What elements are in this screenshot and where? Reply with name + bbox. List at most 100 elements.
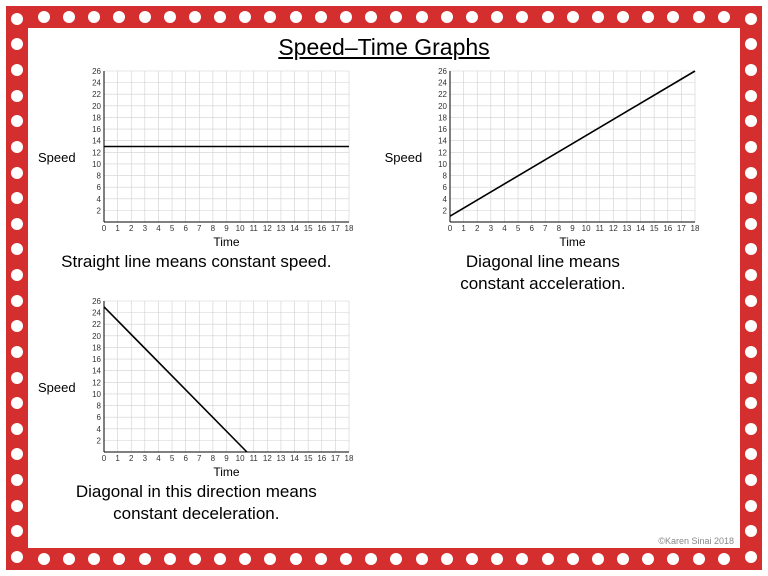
svg-text:26: 26 xyxy=(92,297,101,306)
svg-text:18: 18 xyxy=(92,343,101,352)
credit-text: ©Karen Sinai 2018 xyxy=(658,536,734,546)
svg-text:8: 8 xyxy=(96,172,101,181)
svg-text:7: 7 xyxy=(197,454,202,463)
svg-text:20: 20 xyxy=(92,102,101,111)
svg-text:18: 18 xyxy=(691,224,700,233)
svg-text:13: 13 xyxy=(276,224,285,233)
svg-text:10: 10 xyxy=(92,390,101,399)
caption-deceleration-l1: Diagonal in this direction means xyxy=(38,482,355,502)
svg-text:7: 7 xyxy=(197,224,202,233)
svg-text:22: 22 xyxy=(92,320,101,329)
svg-text:9: 9 xyxy=(570,224,575,233)
svg-text:12: 12 xyxy=(92,148,101,157)
caption-deceleration-l2: constant deceleration. xyxy=(38,504,355,524)
svg-text:1: 1 xyxy=(462,224,467,233)
svg-text:14: 14 xyxy=(438,137,447,146)
svg-text:0: 0 xyxy=(101,454,106,463)
svg-text:4: 4 xyxy=(96,195,101,204)
svg-text:16: 16 xyxy=(317,224,326,233)
svg-text:0: 0 xyxy=(101,224,106,233)
svg-text:16: 16 xyxy=(664,224,673,233)
svg-text:2: 2 xyxy=(96,436,101,445)
caption-constant-speed: Straight line means constant speed. xyxy=(38,252,355,272)
svg-text:17: 17 xyxy=(677,224,686,233)
panel-deceleration: Speed 0123456789101112131415161718246810… xyxy=(38,295,355,525)
svg-text:3: 3 xyxy=(142,454,147,463)
svg-text:10: 10 xyxy=(582,224,591,233)
svg-text:Time: Time xyxy=(560,235,587,249)
svg-text:2: 2 xyxy=(475,224,480,233)
page-title: Speed–Time Graphs xyxy=(38,34,730,61)
svg-text:4: 4 xyxy=(156,454,161,463)
svg-text:16: 16 xyxy=(317,454,326,463)
svg-text:20: 20 xyxy=(438,102,447,111)
svg-text:13: 13 xyxy=(623,224,632,233)
svg-text:15: 15 xyxy=(650,224,659,233)
svg-text:18: 18 xyxy=(344,454,353,463)
svg-text:5: 5 xyxy=(169,454,174,463)
svg-text:8: 8 xyxy=(557,224,562,233)
svg-text:4: 4 xyxy=(443,195,448,204)
svg-text:22: 22 xyxy=(438,90,447,99)
svg-text:12: 12 xyxy=(92,378,101,387)
svg-text:9: 9 xyxy=(224,454,229,463)
svg-text:24: 24 xyxy=(438,79,447,88)
svg-text:17: 17 xyxy=(331,454,340,463)
svg-text:2: 2 xyxy=(129,454,134,463)
svg-text:14: 14 xyxy=(92,137,101,146)
svg-text:6: 6 xyxy=(183,224,188,233)
svg-text:11: 11 xyxy=(596,224,605,233)
svg-text:0: 0 xyxy=(448,224,453,233)
svg-text:13: 13 xyxy=(276,454,285,463)
svg-text:10: 10 xyxy=(92,160,101,169)
svg-text:4: 4 xyxy=(96,425,101,434)
svg-text:26: 26 xyxy=(438,67,447,76)
svg-text:6: 6 xyxy=(443,183,448,192)
svg-text:6: 6 xyxy=(530,224,535,233)
svg-text:18: 18 xyxy=(438,113,447,122)
svg-text:15: 15 xyxy=(303,224,312,233)
svg-text:Time: Time xyxy=(213,235,240,249)
svg-text:6: 6 xyxy=(96,183,101,192)
y-axis-label: Speed xyxy=(38,380,76,395)
panel-constant-speed: Speed 0123456789101112131415161718246810… xyxy=(38,65,355,295)
panel-acceleration: Speed 0123456789101112131415161718246810… xyxy=(385,65,702,295)
chart-constant-speed: 0123456789101112131415161718246810121416… xyxy=(80,65,355,250)
svg-text:17: 17 xyxy=(331,224,340,233)
svg-text:3: 3 xyxy=(489,224,494,233)
y-axis-label: Speed xyxy=(38,150,76,165)
svg-text:11: 11 xyxy=(249,224,258,233)
svg-text:12: 12 xyxy=(609,224,618,233)
svg-text:7: 7 xyxy=(543,224,548,233)
svg-text:24: 24 xyxy=(92,79,101,88)
svg-text:9: 9 xyxy=(224,224,229,233)
caption-acceleration-l1: Diagonal line means xyxy=(385,252,702,272)
svg-text:14: 14 xyxy=(290,224,299,233)
svg-text:5: 5 xyxy=(169,224,174,233)
svg-text:4: 4 xyxy=(502,224,507,233)
svg-text:5: 5 xyxy=(516,224,521,233)
svg-text:16: 16 xyxy=(92,125,101,134)
svg-text:4: 4 xyxy=(156,224,161,233)
caption-acceleration-l2: constant acceleration. xyxy=(385,274,702,294)
svg-text:16: 16 xyxy=(438,125,447,134)
svg-text:16: 16 xyxy=(92,355,101,364)
svg-text:12: 12 xyxy=(262,224,271,233)
chart-acceleration: 0123456789101112131415161718246810121416… xyxy=(426,65,701,250)
chart-deceleration: 0123456789101112131415161718246810121416… xyxy=(80,295,355,480)
svg-text:2: 2 xyxy=(129,224,134,233)
svg-text:8: 8 xyxy=(443,172,448,181)
svg-text:10: 10 xyxy=(235,454,244,463)
content-area: Speed–Time Graphs Speed 0123456789101112… xyxy=(30,30,738,546)
svg-text:10: 10 xyxy=(438,160,447,169)
svg-text:24: 24 xyxy=(92,308,101,317)
svg-text:20: 20 xyxy=(92,332,101,341)
svg-text:15: 15 xyxy=(303,454,312,463)
svg-text:1: 1 xyxy=(115,454,120,463)
svg-text:18: 18 xyxy=(92,113,101,122)
svg-text:14: 14 xyxy=(92,366,101,375)
svg-text:2: 2 xyxy=(96,206,101,215)
svg-text:8: 8 xyxy=(96,401,101,410)
svg-text:11: 11 xyxy=(249,454,258,463)
svg-text:6: 6 xyxy=(96,413,101,422)
